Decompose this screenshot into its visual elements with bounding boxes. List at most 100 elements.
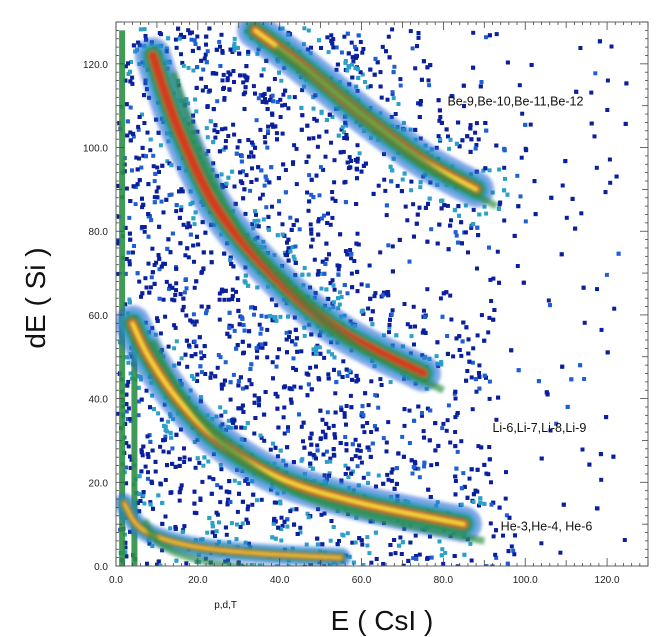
count-pixel [230, 169, 235, 174]
count-pixel [218, 485, 223, 490]
count-pixel [261, 217, 266, 222]
count-pixel [127, 231, 132, 236]
count-pixel [123, 225, 128, 230]
count-pixel [193, 42, 198, 46]
count-pixel [227, 334, 232, 339]
count-pixel [345, 136, 349, 141]
count-pixel [381, 481, 386, 486]
count-pixel [394, 466, 399, 471]
count-pixel [471, 346, 476, 351]
count-pixel [128, 69, 132, 74]
count-pixel [153, 469, 158, 474]
count-pixel [348, 248, 353, 252]
count-pixel [254, 177, 259, 182]
count-pixel [460, 138, 465, 143]
count-pixel [407, 441, 412, 445]
count-pixel [202, 56, 207, 61]
count-pixel [325, 410, 330, 415]
count-pixel [223, 145, 228, 150]
count-pixel [506, 549, 511, 554]
count-pixel [124, 481, 129, 486]
count-pixel [486, 330, 491, 335]
count-pixel [539, 541, 544, 546]
count-pixel [220, 127, 224, 132]
count-pixel [204, 308, 209, 313]
count-pixel [153, 459, 158, 464]
count-pixel [236, 298, 241, 302]
count-pixel [382, 290, 386, 295]
count-pixel [146, 470, 150, 475]
count-pixel [304, 542, 309, 547]
count-pixel [398, 535, 403, 540]
band-4 [237, 22, 499, 210]
count-pixel [324, 287, 329, 292]
count-pixel [359, 538, 364, 543]
count-pixel [429, 463, 434, 468]
count-pixel [223, 525, 228, 530]
count-pixel [195, 34, 200, 39]
count-pixel [350, 75, 355, 80]
count-pixel [330, 278, 335, 283]
count-pixel [133, 184, 138, 189]
count-pixel [356, 33, 361, 38]
count-pixel [192, 285, 197, 290]
count-pixel [560, 364, 565, 369]
count-pixel [318, 408, 323, 413]
count-pixel [124, 409, 129, 414]
count-pixel [494, 417, 499, 422]
count-pixel [195, 456, 200, 461]
count-pixel [247, 329, 252, 334]
count-pixel [505, 60, 510, 65]
count-pixel [300, 113, 305, 118]
annotation-label: p,d,T [214, 600, 237, 611]
count-pixel [217, 149, 222, 154]
count-pixel [259, 313, 264, 318]
count-pixel [236, 383, 241, 388]
count-pixel [222, 85, 226, 90]
count-pixel [291, 460, 296, 465]
count-pixel [215, 483, 220, 488]
count-pixel [282, 431, 287, 436]
count-pixel [256, 396, 261, 401]
count-pixel [417, 205, 422, 210]
count-pixel [467, 359, 472, 364]
count-pixel [370, 309, 375, 314]
count-pixel [149, 218, 154, 223]
count-pixel [194, 109, 199, 114]
count-pixel [148, 439, 153, 444]
count-pixel [476, 233, 481, 238]
count-pixel [180, 308, 185, 313]
count-pixel [250, 502, 255, 507]
count-pixel [235, 276, 240, 281]
count-pixel [152, 281, 157, 286]
count-pixel [335, 542, 340, 546]
count-pixel [392, 486, 397, 491]
count-pixel [280, 232, 285, 237]
count-pixel [325, 221, 330, 225]
count-pixel [285, 517, 290, 522]
count-pixel [211, 477, 216, 482]
count-pixel [454, 141, 459, 146]
count-pixel [274, 131, 279, 136]
count-pixel [476, 444, 481, 449]
count-pixel [130, 81, 135, 86]
count-pixel [420, 330, 425, 335]
count-pixel [408, 324, 413, 329]
count-pixel [376, 183, 381, 188]
count-pixel [207, 475, 212, 480]
count-pixel [446, 134, 450, 139]
count-pixel [263, 341, 268, 346]
count-pixel [285, 253, 289, 258]
count-pixel [581, 285, 586, 290]
count-pixel [466, 250, 470, 255]
count-pixel [129, 60, 133, 64]
count-pixel [206, 459, 211, 464]
count-pixel [222, 251, 227, 256]
count-pixel [378, 70, 383, 75]
count-pixel [394, 333, 399, 338]
count-pixel [548, 303, 552, 308]
count-pixel [400, 177, 405, 182]
count-pixel [116, 241, 121, 246]
count-pixel [453, 479, 458, 483]
count-pixel [283, 168, 288, 172]
